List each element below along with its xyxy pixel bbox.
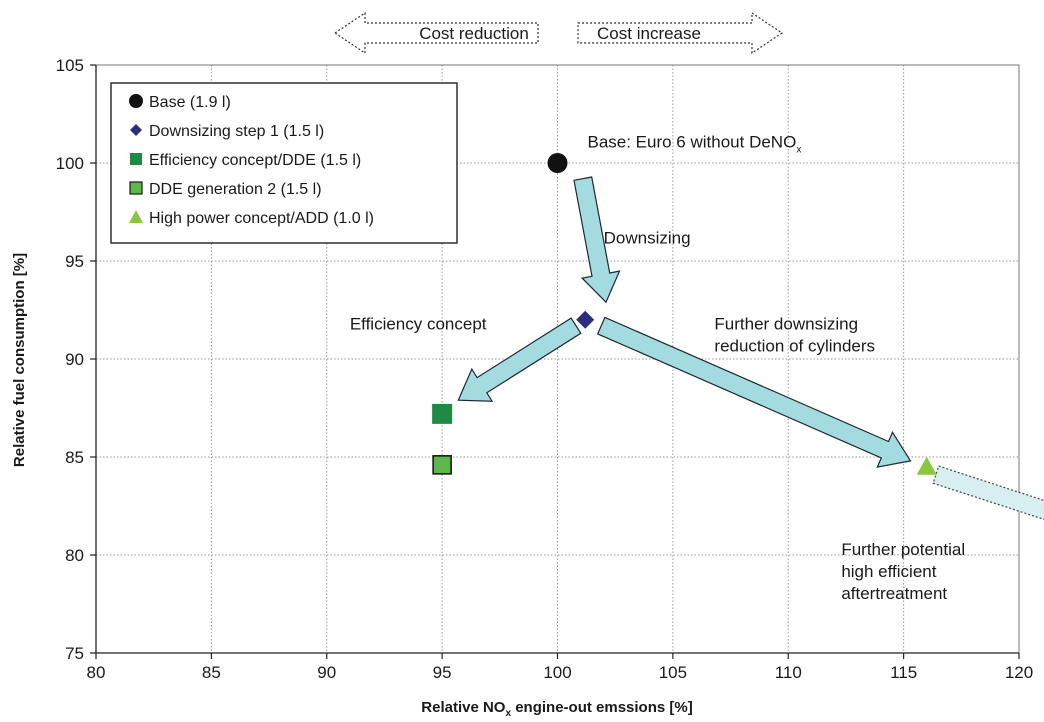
- x-tick-label: 110: [775, 663, 802, 682]
- x-tick-label: 80: [87, 663, 106, 682]
- x-tick-label: 100: [543, 663, 571, 682]
- x-tick-label: 85: [202, 663, 221, 682]
- x-axis-title: Relative NOx engine-out emssions [%]: [421, 699, 692, 719]
- annotation-base: Base: Euro 6 without DeNOx: [587, 132, 801, 155]
- cost-reduction-arrow: [333, 11, 539, 55]
- annotations: Base: Euro 6 without DeNOx Downsizing Effi…: [350, 132, 965, 603]
- x-axis-title-main: Relative NO: [421, 699, 506, 716]
- legend-box: [110, 82, 458, 244]
- data-point-2: [432, 403, 453, 424]
- cost-increase-arrow: [577, 11, 784, 55]
- y-axis-title: Relative fuel consumption [%]: [11, 253, 28, 467]
- x-tick-label: 90: [317, 663, 336, 682]
- x-tick-label: 105: [659, 663, 687, 682]
- legend-label-4: High power concept/ADD (1.0 l): [149, 210, 374, 227]
- legend-marker-2: [130, 153, 142, 165]
- plot-frame: [90, 64, 1020, 659]
- legend-label-3: DDE generation 2 (1.5 l): [149, 181, 322, 198]
- legend: Base (1.9 l) Downsizing step 1 (1.5 l) Eff…: [110, 82, 458, 244]
- annotation-further-potential-line: Further potential: [841, 540, 965, 559]
- y-tick-label: 80: [65, 546, 84, 565]
- cost-increase-label: Cost increase: [597, 24, 701, 43]
- x-axis-title-subscript: x: [505, 708, 511, 719]
- y-tick-label: 95: [65, 252, 84, 271]
- legend-label-1: Downsizing step 1 (1.5 l): [149, 123, 324, 140]
- arrows: [457, 176, 1044, 520]
- arrow-0: [573, 176, 621, 304]
- annotation-downsizing: Downsizing: [604, 228, 691, 247]
- annotation-base-text: Base: Euro 6 without DeNO: [587, 132, 796, 151]
- x-tick-label: 115: [890, 663, 917, 682]
- legend-label-2: Efficiency concept/DDE (1.5 l): [149, 152, 361, 169]
- annotation-further-potential-line: aftertreatment: [841, 584, 947, 603]
- legend-marker-0: [129, 94, 143, 108]
- cost-arrows: Cost reduction Cost increase: [333, 11, 784, 55]
- data-point-4: [916, 456, 937, 475]
- legend-marker-4: [129, 210, 143, 223]
- y-tick-label: 90: [65, 350, 84, 369]
- legend-label-0: Base (1.9 l): [149, 94, 231, 111]
- data-point-3: [432, 455, 452, 475]
- data-point-1: [576, 310, 595, 329]
- annotation-efficiency: Efficiency concept: [350, 315, 487, 334]
- x-axis-title-rest: engine-out emssions [%]: [511, 699, 693, 716]
- legend-marker-1: [130, 124, 142, 136]
- annotation-further-downsizing: Further downsizing reduction of cylinders: [714, 315, 875, 356]
- arrow-1: [457, 317, 582, 402]
- legend-marker-3: [129, 181, 143, 195]
- annotation-further-potential: Further potential high efficient aftertrea…: [841, 540, 965, 603]
- cost-reduction-label: Cost reduction: [419, 24, 529, 43]
- x-tick-label: 120: [1005, 663, 1033, 682]
- data-points: [432, 153, 937, 475]
- y-tick-label: 85: [65, 448, 84, 467]
- annotation-further-downsizing-line: Further downsizing: [714, 315, 858, 334]
- arrow-2: [596, 316, 912, 468]
- x-tick-label: 95: [433, 663, 452, 682]
- arrow-3: [932, 465, 1044, 520]
- annotation-further-downsizing-line: reduction of cylinders: [714, 337, 875, 356]
- annotation-base-subscript: x: [796, 144, 801, 155]
- data-point-0: [547, 153, 568, 173]
- y-tick-label: 105: [56, 56, 84, 75]
- annotation-further-potential-line: high efficient: [841, 562, 936, 581]
- y-tick-label: 100: [56, 154, 84, 173]
- y-tick-label: 75: [65, 644, 84, 663]
